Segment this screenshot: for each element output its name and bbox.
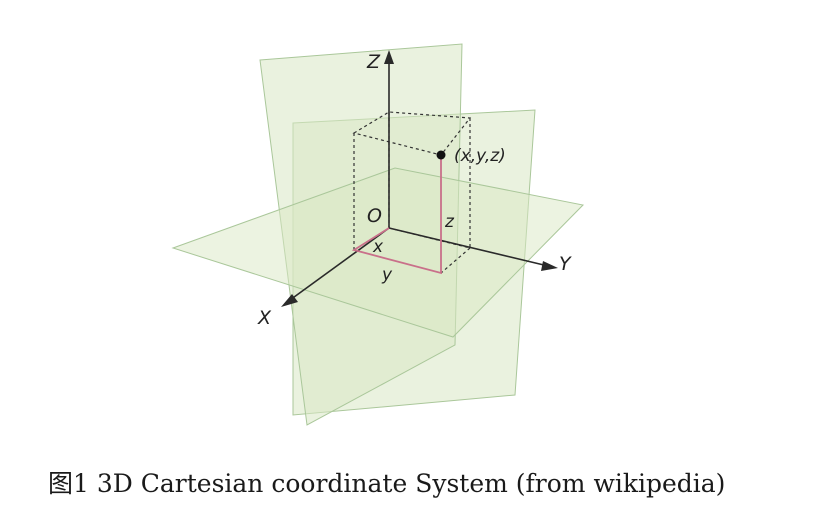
figure-caption: 图1 3D Cartesian coordinate System (from … <box>48 464 725 500</box>
point-label: (x,y,z) <box>454 146 506 166</box>
x-component-label: x <box>372 237 384 257</box>
y-axis <box>388 227 549 267</box>
z-axis-label: Z <box>366 51 381 73</box>
point-marker <box>436 150 446 160</box>
y-axis-label: Y <box>559 253 572 275</box>
x-axis-arrow <box>281 294 298 307</box>
coordinate-path <box>351 155 442 275</box>
z-axis-arrow <box>384 50 394 64</box>
xy-plane <box>171 167 585 338</box>
caption-prefix: 图1 <box>48 469 97 498</box>
x-axis-label: X <box>257 307 272 329</box>
cartesian-3d-diagram: Z Y X O (x,y,z) z x y <box>171 43 585 426</box>
y-component-label: y <box>381 265 393 285</box>
y-axis-arrow <box>541 261 558 271</box>
z-component-label: z <box>444 212 455 232</box>
x-axis <box>289 227 390 301</box>
origin-label: O <box>367 205 382 227</box>
caption-text: 3D Cartesian coordinate System (from wik… <box>96 469 726 498</box>
axes <box>289 58 549 301</box>
